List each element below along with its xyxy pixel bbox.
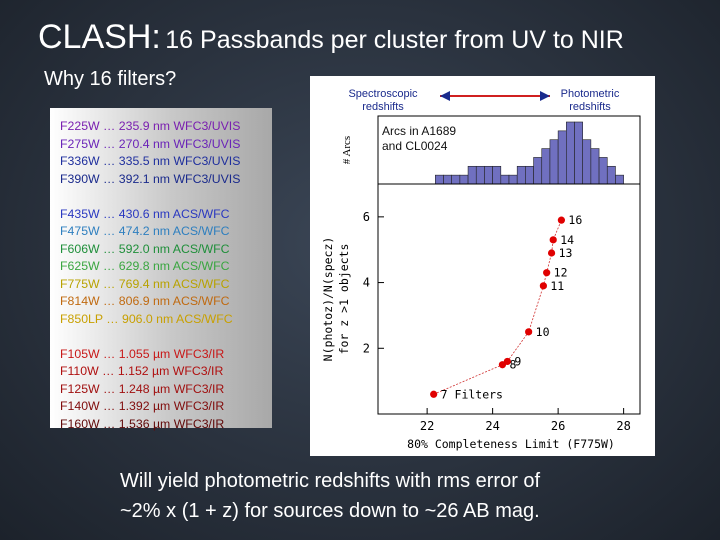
filter-row-acs-5: F814W … 806.9 nm ACS/WFC [60, 294, 230, 308]
hist-bar [500, 174, 510, 185]
data-point [547, 249, 556, 257]
spectroscopic-label: Spectroscopic redshifts [348, 88, 418, 113]
filter-row-uvis-0: F225W … 235.9 nm WFC3/UVIS [60, 119, 241, 133]
hist-bar [566, 121, 575, 185]
y-tick-label: 2 [363, 341, 370, 355]
title-main: CLASH: [38, 18, 161, 56]
acs-filter-group: F435W … 430.6 nm ACS/WFC F475W … 474.2 nm… [60, 206, 272, 329]
hist-bar [459, 174, 469, 185]
hist-bar [574, 121, 583, 185]
photometric-label: Photometric redshifts [560, 88, 620, 113]
filter-row-acs-1: F475W … 474.2 nm ACS/WFC [60, 224, 230, 238]
data-point [525, 328, 533, 336]
hist-bar [525, 165, 534, 185]
footer-line1: Will yield photometric redshifts with rm… [120, 470, 541, 492]
redshift-plot: # Arcs 22 24 26 28 2 4 6 80% Completeness Limit … [310, 76, 655, 456]
data-point [549, 236, 557, 244]
hist-bar [451, 174, 461, 185]
x-tick-label: 22 [420, 419, 434, 433]
hist-bar [615, 174, 624, 185]
y-tick-label: 6 [363, 210, 370, 224]
hist-bar [443, 174, 452, 185]
hist-bar [435, 174, 444, 185]
footer-line2: ~2% x (1 + z) for sources down to ~26 AB… [120, 500, 540, 522]
data-point-label: 16 [568, 213, 582, 227]
subtitle: Why 16 filters? [44, 68, 177, 90]
filter-row-uvis-1: F275W … 270.4 nm WFC3/UVIS [60, 136, 241, 151]
filter-row-acs-6: F850LP … 906.0 nm ACS/WFC [60, 311, 233, 326]
filter-row-uvis-2: F336W … 335.5 nm WFC3/UVIS [60, 154, 241, 168]
hist-bar [582, 139, 592, 185]
hist-bar [590, 148, 600, 185]
slide-title: CLASH: 16 Passbands per cluster from UV … [38, 18, 624, 57]
hist-bar [467, 165, 477, 185]
y-axis-label-2: for z >1 objects [337, 244, 351, 355]
data-point-label: 13 [559, 246, 573, 260]
x-tick-label: 26 [551, 419, 565, 433]
hist-ylabel: # Arcs [341, 136, 353, 164]
hist-bar [533, 157, 543, 185]
filter-row-acs-2: F606W … 592.0 nm ACS/WFC [60, 241, 230, 256]
hist-bar [541, 148, 551, 185]
hist-bar [484, 165, 493, 185]
filter-row-ir-0: F105W … 1.055 µm WFC3/IR [60, 346, 225, 361]
data-point [557, 216, 565, 224]
ir-filter-group: F105W … 1.055 µm WFC3/IR F110W … 1.152 µm… [60, 346, 272, 434]
arcs-note: Arcs in A1689 and CL0024 [382, 124, 456, 154]
hist-bar [598, 157, 608, 185]
arrow-right-head [540, 91, 550, 101]
hist-bar [475, 165, 485, 185]
x-tick-label: 24 [485, 419, 499, 433]
data-point-label: 14 [560, 233, 574, 247]
filter-row-acs-0: F435W … 430.6 nm ACS/WFC [60, 206, 230, 221]
main-frame [377, 183, 641, 415]
arrow-left-head [440, 91, 450, 101]
filter-row-ir-4: F160W … 1.536 µm WFC3/IR [60, 416, 225, 431]
hist-bar [606, 165, 616, 185]
x-axis-label: 80% Completeness Limit (F775W) [407, 437, 615, 451]
data-point-label: 7 Filters [441, 387, 503, 401]
filter-row-ir-3: F140W … 1.392 µm WFC3/IR [60, 399, 225, 413]
y-axis-label-1: N(photoz)/N(specz) [321, 237, 335, 362]
arcs-note-line1: Arcs in A1689 [382, 124, 457, 138]
trend-curve [433, 219, 562, 395]
uvis-filter-group: F225W … 235.9 nm WFC3/UVIS F275W … 270.4 … [60, 118, 272, 188]
hist-bar [557, 130, 567, 185]
filter-row-ir-2: F125W … 1.248 µm WFC3/IR [60, 381, 225, 396]
x-tick-label: 28 [616, 419, 630, 433]
filter-list: F225W … 235.9 nm WFC3/UVIS F275W … 270.4 … [50, 108, 272, 431]
data-point [543, 269, 551, 277]
filter-row-acs-3: F625W … 629.8 nm ACS/WFC [60, 259, 230, 273]
data-point-label: 12 [554, 266, 568, 280]
footer-text: Will yield photometric redshifts with rm… [120, 466, 680, 526]
hist-bar [549, 139, 559, 185]
arcs-note-line2: and CL0024 [382, 139, 448, 153]
title-rest: 16 Passbands per cluster from UV to NIR [165, 26, 624, 54]
filter-row-acs-4: F775W … 769.4 nm ACS/WFC [60, 276, 230, 291]
data-point-label: 10 [536, 325, 550, 339]
data-point-label: 9 [514, 354, 521, 368]
filter-row-ir-1: F110W … 1.152 µm WFC3/IR [60, 364, 224, 378]
data-point-label: 8 [509, 358, 516, 372]
data-point [539, 282, 547, 290]
hist-bar [516, 165, 526, 185]
data-point [430, 390, 438, 398]
filter-row-uvis-3: F390W … 392.1 nm WFC3/UVIS [60, 171, 241, 186]
data-point-label: 11 [550, 279, 564, 293]
data-point [503, 357, 511, 366]
y-tick-label: 4 [363, 276, 370, 290]
hist-bar [492, 165, 502, 185]
hist-bar [508, 174, 518, 185]
